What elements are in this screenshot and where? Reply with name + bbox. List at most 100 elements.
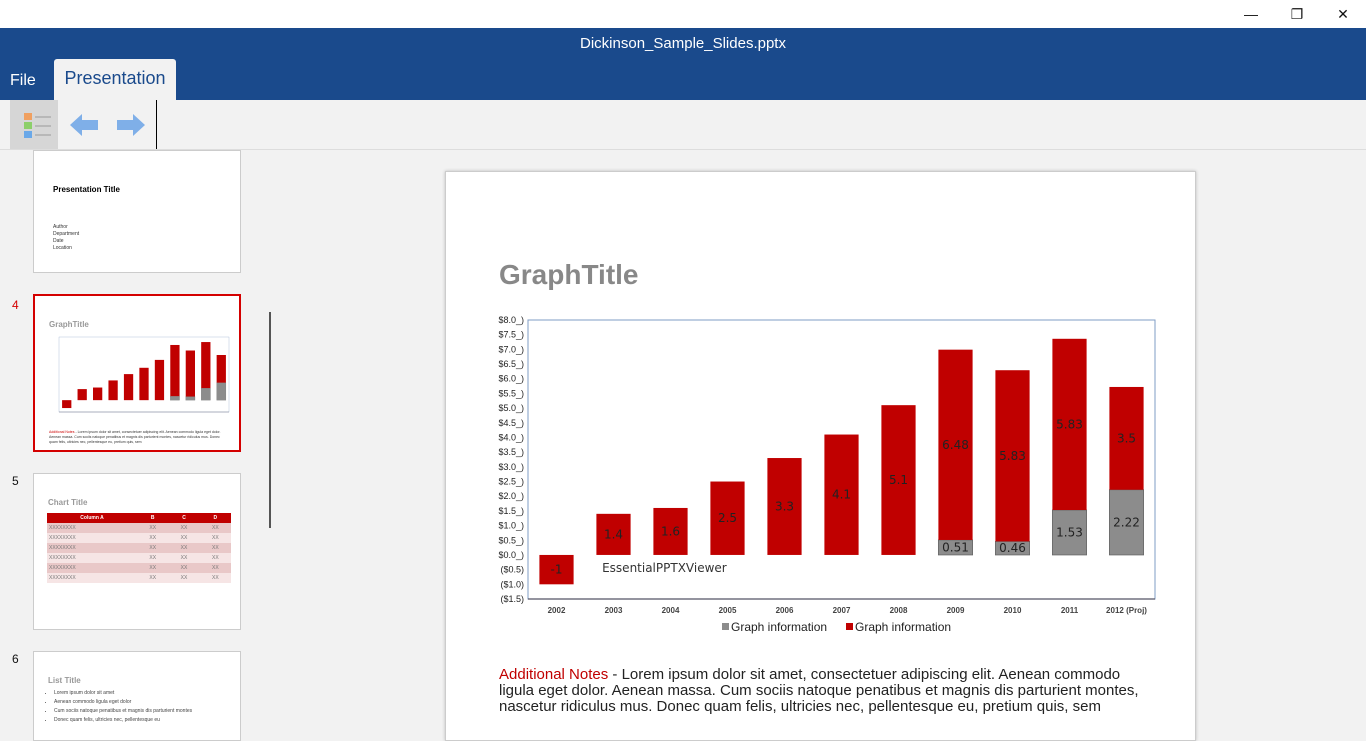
slide-notes: Additional Notes - Lorem ipsum dolor sit… [499, 667, 1159, 715]
bar-segment [881, 405, 916, 555]
minimize-button[interactable]: — [1244, 6, 1258, 22]
data-label: 2.22 [1113, 515, 1140, 529]
slide-title: GraphTitle [499, 259, 639, 290]
bar-segment [62, 400, 72, 409]
table-row: XXXXXXXX XX XX XX [47, 573, 231, 583]
x-tick-label: 2008 [890, 606, 908, 615]
x-tick-label: 2011 [1061, 606, 1079, 615]
ribbon: Dickinson_Sample_Slides.pptx File Presen… [0, 28, 1366, 100]
data-label: 0.51 [942, 540, 969, 554]
tab-file[interactable]: File [10, 72, 36, 89]
notes-label: Additional Notes [499, 666, 609, 683]
bar-segment [1109, 489, 1145, 556]
y-tick-label: $6.5_) [498, 359, 524, 369]
table-header: B [137, 513, 169, 523]
y-tick-label: $4.0_) [498, 432, 524, 442]
table-cell: XX [137, 563, 169, 573]
table-cell: XX [137, 533, 169, 543]
x-tick-label: 2007 [833, 606, 851, 615]
watermark-text: EssentialPPTXViewer [602, 561, 727, 575]
bar-segment [539, 554, 574, 585]
y-tick-label: $3.5_) [498, 447, 524, 457]
thumb-bullet: Lorem ipsum dolor sit amet [54, 689, 192, 698]
toolbar [0, 100, 1366, 150]
thumbnail-slide-4[interactable]: GraphTitle Additional Notes - Lorem ipsu… [33, 294, 241, 452]
y-tick-label: $0.0_) [498, 550, 524, 560]
table-cell: XX [168, 543, 200, 553]
table-cell: XXXXXXXX [47, 523, 138, 533]
thumb-line: Date [53, 238, 64, 244]
slide-canvas: GraphTitle $8.0_) $7.5_) $7.0_) $6.5_) $6.0_… [445, 171, 1196, 741]
table-header: C [168, 513, 200, 523]
y-tick-label: ($0.5) [500, 565, 524, 575]
thumbnail-slide-3[interactable]: Presentation Title Author Department Date L… [33, 150, 241, 273]
thumb-bullet: Aenean commodo ligula eget dolor [54, 698, 192, 707]
bar-segment [1052, 338, 1087, 511]
legend-label: Graph information [855, 620, 951, 634]
bar-segment [77, 389, 87, 401]
document-title: Dickinson_Sample_Slides.pptx [580, 35, 786, 52]
data-label: 2.5 [718, 511, 737, 525]
y-tick-label: $1.5_) [498, 506, 524, 516]
bar-segment [185, 350, 195, 397]
notes-text: - Lorem ipsum dolor sit amet, consectetu… [499, 666, 1139, 715]
bar-segment [653, 507, 688, 555]
thumb-number: 5 [12, 474, 19, 488]
y-tick-label: ($1.0) [500, 579, 524, 589]
legend-swatch [722, 623, 729, 630]
table-cell: XX [199, 573, 231, 583]
table-cell: XX [137, 553, 169, 563]
toolbar-divider [156, 100, 157, 149]
x-tick-label: 2004 [662, 606, 680, 615]
y-tick-label: $3.0_) [498, 462, 524, 472]
data-label: 5.83 [1056, 417, 1083, 431]
y-tick-label: $6.0_) [498, 374, 524, 384]
x-tick-label: 2003 [605, 606, 623, 615]
table-header: D [199, 513, 231, 523]
bar-segment [596, 513, 631, 555]
data-label: 1.4 [604, 527, 623, 541]
restore-button[interactable]: ❐ [1290, 5, 1304, 22]
thumbnail-scrollbar[interactable] [269, 312, 271, 528]
close-button[interactable]: ✕ [1337, 5, 1349, 22]
slide-list-icon [24, 112, 51, 138]
thumb-title: Chart Title [48, 498, 88, 507]
y-tick-label: $0.5_) [498, 535, 524, 545]
table-row: XXXXXXXX XX XX XX [47, 523, 231, 533]
y-tick-label: $4.5_) [498, 418, 524, 428]
thumb-number: 4 [12, 298, 19, 312]
thumb-notes-label: Additional Notes [49, 430, 75, 434]
bar-segment [93, 387, 103, 401]
thumb-bullet: Donec quam felis, ultricies nec, pellent… [54, 716, 192, 725]
next-slide-button[interactable] [107, 100, 155, 149]
data-label: 0.46 [999, 541, 1026, 555]
data-label: 6.48 [942, 438, 969, 452]
tab-presentation[interactable]: Presentation [54, 59, 176, 100]
y-tick-label: $5.5_) [498, 388, 524, 398]
thumbnail-slide-6[interactable]: List Title Lorem ipsum dolor sit ametAen… [33, 651, 241, 741]
table-cell: XX [137, 523, 169, 533]
bar-segment [108, 380, 118, 401]
y-tick-label: $1.0_) [498, 521, 524, 531]
slide-list-button[interactable] [10, 100, 58, 149]
bar-segment [170, 396, 180, 401]
data-label: 3.3 [775, 499, 794, 513]
table-row: XXXXXXXX XX XX XX [47, 543, 231, 553]
y-tick-label: $7.5_) [498, 330, 524, 340]
table-cell: XX [199, 523, 231, 533]
legend-label: Graph information [731, 620, 827, 634]
thumb-number: 6 [12, 652, 19, 666]
table-cell: XX [137, 543, 169, 553]
y-tick-label: $8.0_) [498, 315, 524, 325]
data-label: 5.83 [999, 449, 1026, 463]
thumb-chart [58, 336, 230, 413]
table-cell: XX [199, 563, 231, 573]
thumbnail-slide-5[interactable]: Chart Title Column A B C D XXXXXXXX XX XX XX XXX… [33, 473, 241, 630]
bar-segment [216, 382, 227, 401]
previous-slide-button[interactable] [60, 100, 108, 149]
table-cell: XXXXXXXX [47, 553, 138, 563]
bar-segment [1109, 386, 1144, 490]
thumb-title: List Title [48, 676, 81, 685]
bar-segment [824, 434, 859, 555]
y-tick-label: $5.0_) [498, 403, 524, 413]
